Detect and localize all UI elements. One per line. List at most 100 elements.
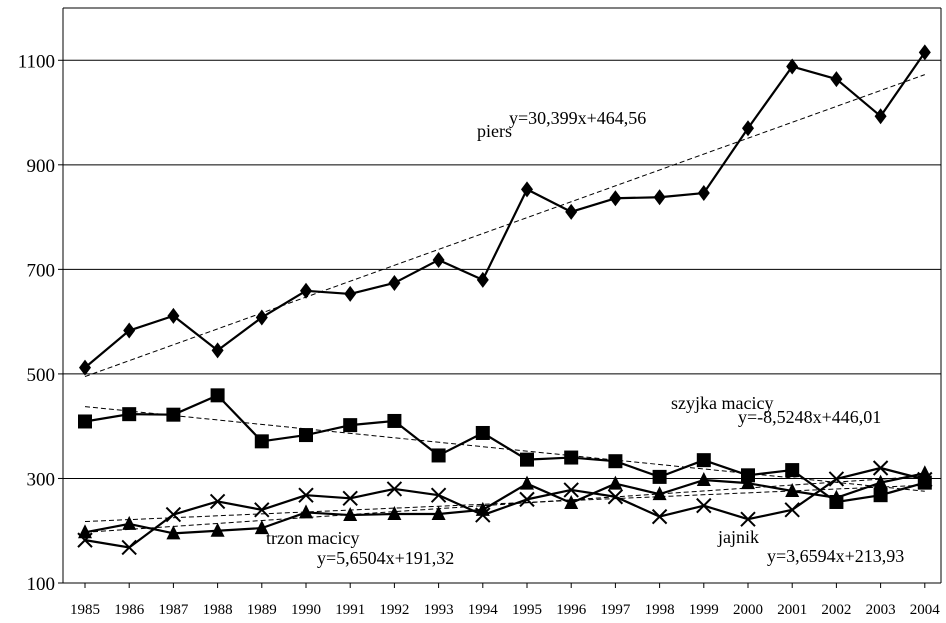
x-tick-label: 2000 <box>733 602 763 618</box>
data-point-szyjka <box>431 448 446 463</box>
trendline-szyjka <box>84 406 925 492</box>
data-point-trzon <box>652 486 667 501</box>
data-point-piers <box>79 359 91 376</box>
x-tick-label: 1985 <box>70 602 100 618</box>
data-point-trzon <box>122 515 137 530</box>
data-point-trzon <box>78 524 92 539</box>
series-szyjka <box>78 388 932 509</box>
annotation-trzon-equation: y=5,6504x+191,32 <box>317 548 454 568</box>
data-point-trzon <box>785 483 800 497</box>
y-tick-label: 700 <box>27 260 56 281</box>
x-tick-label: 1998 <box>645 602 675 618</box>
axes <box>62 8 941 584</box>
data-point-jajnik <box>254 502 270 518</box>
x-tick-label: 1995 <box>512 602 542 618</box>
data-point-szyjka <box>873 488 888 503</box>
data-point-piers <box>344 285 357 302</box>
data-point-piers <box>918 44 931 61</box>
data-point-szyjka <box>166 407 181 422</box>
data-point-piers <box>388 274 401 291</box>
data-point-szyjka <box>785 463 800 478</box>
y-tick-label: 900 <box>27 156 56 177</box>
annotation-trzon-label: trzon macicy <box>266 528 359 548</box>
data-point-szyjka <box>475 425 490 440</box>
data-point-jajnik <box>828 471 845 487</box>
data-point-szyjka <box>122 407 137 422</box>
tick-labels: 100 300 500 700 900 1100 1985 1986 1987 1988 1989 1… <box>18 51 941 618</box>
x-tick-label: 1999 <box>689 602 719 618</box>
x-tick-label: 1991 <box>335 602 365 618</box>
data-point-szyjka <box>78 414 92 429</box>
data-point-szyjka <box>652 469 667 484</box>
trendline-piers <box>84 74 925 378</box>
gridlines <box>63 7 942 583</box>
data-point-szyjka <box>520 452 534 467</box>
series-piers <box>79 44 931 376</box>
annotations: piers y=30,399x+464,56 szyjka macicy y=-… <box>266 108 904 568</box>
annotation-jajnik-label: jajnik <box>717 527 759 547</box>
y-tick-label: 1100 <box>18 51 55 72</box>
data-point-trzon <box>741 475 755 490</box>
data-point-jajnik <box>740 511 756 527</box>
series-jajnik <box>77 460 933 556</box>
series-line-jajnik <box>84 466 926 549</box>
x-tick-label: 2003 <box>866 602 896 618</box>
series-line-piers <box>84 51 926 369</box>
data-point-piers <box>211 342 224 359</box>
x-tick-label: 2004 <box>910 602 941 618</box>
x-tick-label: 1989 <box>247 602 277 618</box>
annotation-szyjka-label: szyjka macicy <box>671 393 773 413</box>
data-point-piers <box>521 181 533 198</box>
data-point-trzon <box>564 495 579 510</box>
data-point-trzon <box>254 520 269 535</box>
y-tick-label: 100 <box>27 574 56 595</box>
data-point-piers <box>697 185 710 202</box>
data-point-jajnik <box>121 539 137 556</box>
data-point-trzon <box>210 522 225 537</box>
data-point-trzon <box>387 506 402 520</box>
data-point-jajnik <box>342 490 358 507</box>
data-point-szyjka <box>387 413 402 428</box>
data-point-piers <box>742 120 754 137</box>
x-tick-label: 2002 <box>821 602 851 618</box>
data-point-piers <box>255 309 268 326</box>
data-point-piers <box>476 271 489 288</box>
x-tick-label: 1986 <box>114 602 145 618</box>
x-tick-label: 1992 <box>379 602 409 618</box>
x-tick-label: 1996 <box>556 602 587 618</box>
x-tick-label: 1997 <box>600 602 631 618</box>
data-point-jajnik <box>475 507 491 523</box>
data-point-jajnik <box>563 482 579 498</box>
y-tick-label: 300 <box>27 469 56 490</box>
y-tick-label: 500 <box>27 365 56 386</box>
x-tick-label: 1988 <box>203 602 233 618</box>
data-point-piers <box>565 203 578 220</box>
data-point-piers <box>432 251 445 268</box>
data-point-jajnik <box>519 491 535 508</box>
data-point-trzon <box>343 507 358 522</box>
data-point-jajnik <box>430 487 447 503</box>
data-point-jajnik <box>696 497 712 514</box>
data-point-piers <box>786 58 799 75</box>
trendlines <box>84 74 925 533</box>
data-point-jajnik <box>872 460 889 476</box>
data-point-jajnik <box>165 506 182 523</box>
data-point-piers <box>874 108 887 125</box>
series-line-trzon <box>84 472 926 535</box>
data-point-piers <box>830 71 843 88</box>
data-point-szyjka <box>608 454 623 469</box>
x-tick-label: 1993 <box>424 602 454 618</box>
annotation-jajnik-equation: y=3,6594x+213,93 <box>767 546 904 566</box>
data-point-jajnik <box>298 487 314 503</box>
data-point-jajnik <box>386 481 403 497</box>
data-point-jajnik <box>607 489 624 505</box>
trendline-trzon <box>84 475 925 533</box>
data-point-szyjka <box>210 388 225 403</box>
data-point-trzon <box>873 474 888 489</box>
x-tick-label: 2001 <box>777 602 807 618</box>
series-group <box>77 44 933 556</box>
x-tick-label: 1990 <box>291 602 321 618</box>
series-line-szyjka <box>84 394 926 504</box>
data-point-trzon <box>299 504 313 519</box>
